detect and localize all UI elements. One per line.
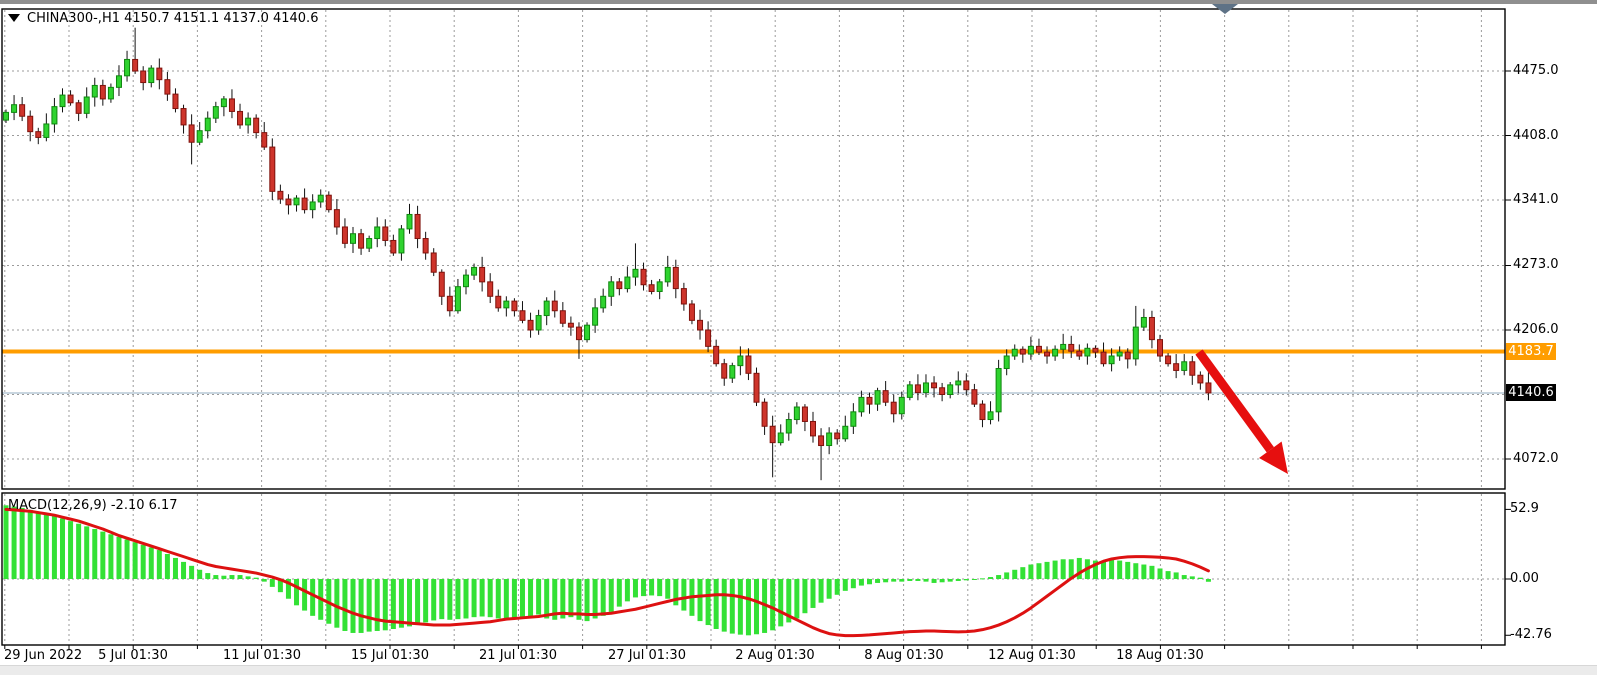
panel-borders bbox=[1, 8, 1506, 646]
price-axis-label: 4072.0 bbox=[1513, 451, 1559, 466]
macd-axis-label: 0.00 bbox=[1510, 571, 1539, 586]
time-axis-label: 29 Jun 2022 bbox=[4, 648, 83, 663]
time-axis-label: 5 Jul 01:30 bbox=[98, 648, 168, 663]
trend-arrow-object[interactable] bbox=[1195, 349, 1288, 474]
time-axis-label: 8 Aug 01:30 bbox=[864, 648, 944, 663]
window-bottom-strip bbox=[0, 665, 1597, 675]
time-axis-label: 27 Jul 01:30 bbox=[608, 648, 686, 663]
time-axis-label: 12 Aug 01:30 bbox=[988, 648, 1076, 663]
time-axis-label: 11 Jul 01:30 bbox=[223, 648, 301, 663]
macd-histogram bbox=[3, 505, 1211, 636]
axis-ticks bbox=[4, 70, 1511, 649]
price-axis-label: 4273.0 bbox=[1513, 257, 1559, 273]
macd-indicator-label: MACD(12,26,9) -2.10 6.17 bbox=[8, 498, 178, 513]
time-axis-label: 15 Jul 01:30 bbox=[351, 648, 429, 663]
price-axis-label: 4475.0 bbox=[1513, 63, 1559, 78]
time-axis-label: 2 Aug 01:30 bbox=[735, 648, 815, 663]
symbol-title-text: CHINA300-,H1 4150.7 4151.1 4137.0 4140.6 bbox=[27, 10, 319, 26]
window-top-strip bbox=[0, 0, 1597, 4]
price-axis-label: 4206.0 bbox=[1513, 321, 1559, 337]
macd-axis-label: 52.9 bbox=[1510, 501, 1539, 517]
symbol-title-bar: CHINA300-,H1 4150.7 4151.1 4137.0 4140.6 bbox=[8, 9, 318, 27]
current-price-badge: 4140.6 bbox=[1506, 384, 1556, 402]
candlesticks bbox=[3, 27, 1212, 481]
price-axis-label: 4408.0 bbox=[1513, 127, 1559, 143]
hline-price-badge: 4183.7 bbox=[1506, 342, 1556, 360]
grid-lines bbox=[2, 10, 1505, 644]
chart-shift-marker[interactable] bbox=[1212, 4, 1238, 14]
time-axis-label: 21 Jul 01:30 bbox=[479, 648, 557, 663]
macd-signal-line bbox=[4, 507, 1210, 638]
price-axis-label: 4341.0 bbox=[1513, 192, 1559, 207]
symbol-dropdown-icon[interactable] bbox=[8, 14, 20, 22]
macd-axis-label: -42.76 bbox=[1510, 627, 1552, 643]
time-axis-label: 18 Aug 01:30 bbox=[1116, 648, 1204, 663]
